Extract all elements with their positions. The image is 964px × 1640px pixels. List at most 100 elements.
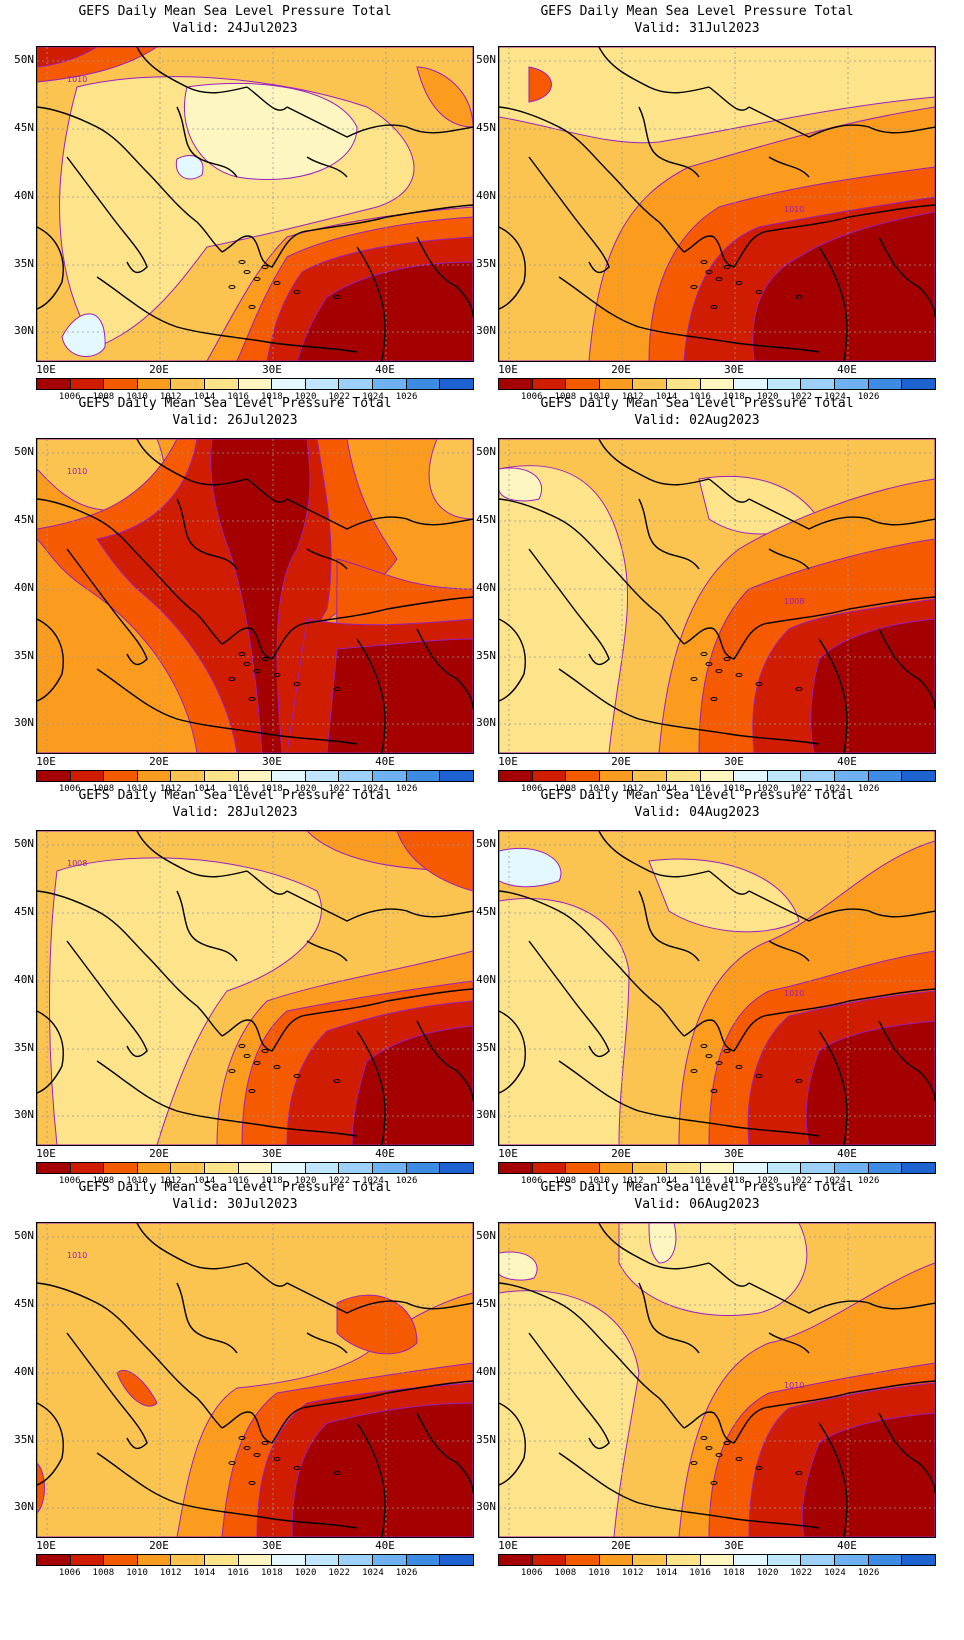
pressure-band [352, 1026, 473, 1145]
colorbar-label: 1016 [227, 1176, 249, 1186]
latitude-label: 40N [14, 973, 34, 986]
latitude-label: 30N [476, 1108, 496, 1121]
pressure-band [499, 468, 542, 501]
colorbar-swatch [599, 1163, 634, 1173]
colorbar-swatch [801, 1555, 836, 1565]
contour-label: 1010 [784, 205, 804, 214]
latitude-label: 40N [14, 1365, 34, 1378]
longitude-label: 30E [262, 1147, 282, 1160]
colorbar-swatch [633, 1555, 668, 1565]
colorbar-swatch [70, 379, 105, 389]
colorbar-label: 1026 [857, 784, 880, 794]
colorbar-swatch [734, 1163, 768, 1173]
colorbar-label: 1024 [824, 1568, 846, 1578]
colorbar-swatch [868, 771, 903, 781]
island [755, 1466, 763, 1470]
panel-title: GEFS Daily Mean Sea Level Pressure Total [540, 396, 854, 411]
colorbar-label: 1006 [58, 1176, 81, 1186]
colorbar-label: 1022 [790, 392, 813, 402]
colorbar-swatch [801, 1163, 836, 1173]
pressure-band [49, 857, 322, 1145]
colorbar [498, 1162, 936, 1174]
isobar-contour [499, 858, 800, 1145]
longitude-label: 40E [837, 1539, 857, 1552]
coastline [356, 638, 386, 753]
isobar-contour [221, 1362, 473, 1537]
island [228, 285, 236, 289]
colorbar-label: 1024 [824, 784, 846, 794]
colorbar-swatch [667, 1163, 701, 1173]
colorbar-swatch [599, 771, 634, 781]
island [723, 657, 731, 661]
longitude-label: 30E [262, 1539, 282, 1552]
coastline [37, 1010, 64, 1094]
colorbar-swatch [633, 379, 668, 389]
longitude-label: 20E [611, 1147, 631, 1160]
colorbar-swatch [305, 379, 340, 389]
colorbar-swatch [238, 379, 273, 389]
panel-valid-date: Valid: 30Jul2023 [172, 1197, 298, 1212]
colorbar-label: 1012 [159, 1568, 182, 1578]
island [243, 1054, 251, 1058]
colorbar-swatch [305, 1163, 340, 1173]
coastline [221, 596, 473, 660]
contour-label: 1010 [67, 467, 87, 476]
colorbar-swatch [902, 1555, 935, 1565]
coastline [683, 988, 935, 1052]
colorbar-label: 1010 [126, 392, 148, 402]
colorbar [36, 378, 474, 390]
colorbar-label: 1008 [554, 1176, 577, 1186]
colorbar-swatch [70, 1163, 105, 1173]
coastline [37, 498, 223, 645]
coastline [221, 1380, 473, 1444]
coastline [286, 1282, 473, 1314]
isobar-contour [256, 1382, 473, 1537]
colorbar-label: 1024 [362, 1176, 384, 1186]
island [228, 677, 236, 681]
colorbar-swatch [599, 379, 634, 389]
latitude-label: 40N [476, 189, 496, 202]
coastline [221, 988, 473, 1052]
coastline [528, 156, 610, 274]
coastline [416, 628, 473, 710]
coastline [748, 498, 935, 530]
pressure-band [62, 313, 106, 357]
colorbar [36, 1162, 474, 1174]
colorbar-swatch [566, 1163, 600, 1173]
colorbar-swatch [104, 771, 138, 781]
pressure-band [37, 47, 97, 67]
latitude-label: 30N [14, 324, 34, 337]
island [715, 277, 723, 281]
colorbar-label: 1024 [362, 392, 384, 402]
coastline [176, 890, 238, 962]
colorbar-swatch [272, 771, 306, 781]
panel-title: GEFS Daily Mean Sea Level Pressure Total [78, 4, 392, 19]
isobar-contour [286, 1000, 473, 1145]
pressure-band [810, 619, 935, 753]
colorbar-swatch [339, 379, 374, 389]
coastline [598, 1223, 710, 1270]
latitude-label: 45N [14, 513, 34, 526]
pressure-band [37, 1463, 45, 1513]
colorbar-swatch [801, 771, 836, 781]
colorbar-swatch [700, 1163, 735, 1173]
isobar-contour [61, 313, 106, 357]
island [273, 673, 281, 677]
colorbar-swatch [734, 771, 768, 781]
coastline [96, 1452, 358, 1529]
island [700, 652, 708, 656]
colorbar-swatch [835, 1163, 869, 1173]
island [795, 1471, 803, 1475]
pressure-band [499, 848, 561, 887]
isobar-contour [296, 261, 473, 361]
pressure-map: 1010 [498, 1222, 936, 1538]
colorbar-label: 1024 [824, 392, 846, 402]
island [690, 677, 698, 681]
longitude-label: 20E [611, 755, 631, 768]
coastline [768, 548, 810, 570]
colorbar-label: 1016 [689, 1568, 711, 1578]
island [700, 260, 708, 264]
island [710, 1481, 718, 1485]
island [710, 697, 718, 701]
coastline [748, 890, 935, 922]
